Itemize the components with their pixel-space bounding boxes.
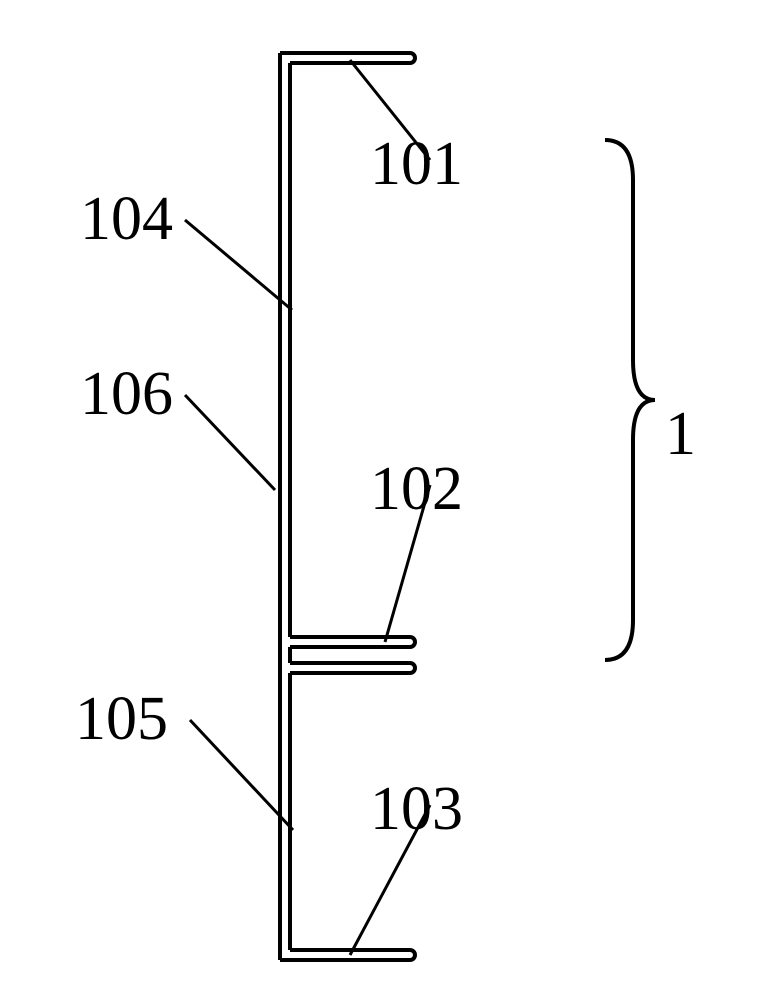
label-103: 103 [370,774,463,845]
label-102: 102 [370,454,463,525]
brace [605,140,655,660]
label-105: 105 [75,684,168,755]
label-106: 106 [80,359,173,430]
label-104: 104 [80,184,173,255]
label-1: 1 [665,399,696,470]
label-101: 101 [370,129,463,200]
